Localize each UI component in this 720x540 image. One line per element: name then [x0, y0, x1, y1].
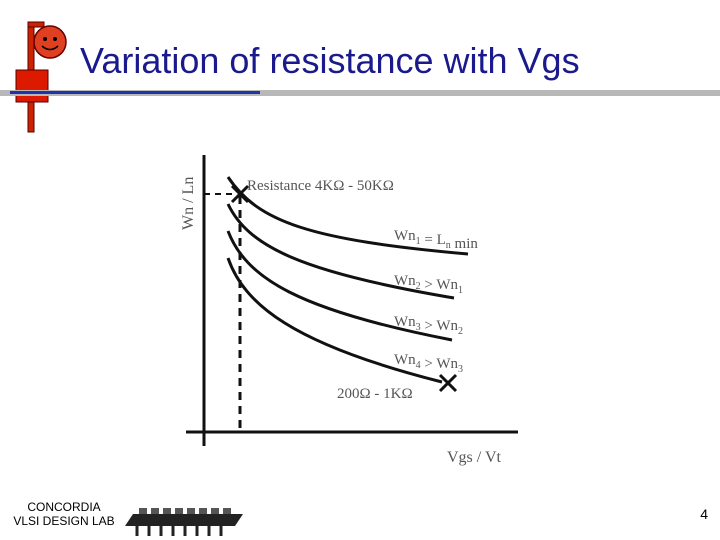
x-axis-label: Vgs / Vt: [447, 449, 501, 466]
annotation-bottom: 200Ω - 1KΩ: [337, 386, 413, 402]
annotation-top: Resistance 4KΩ - 50KΩ: [247, 178, 394, 194]
title-divider-accent: [10, 91, 260, 94]
series-label: Wn1 = Ln min: [394, 228, 478, 252]
slide-title: Variation of resistance with Vgs: [80, 40, 580, 81]
y-axis-label: Wn / Ln: [180, 177, 197, 230]
title-divider: [0, 90, 720, 96]
curve-wn4: [226, 257, 443, 384]
bottom-marker: [438, 373, 458, 393]
series-label: Wn2 > Wn1: [394, 273, 463, 296]
lab-name: CONCORDIA VLSI DESIGN LAB: [0, 500, 128, 528]
chip-icon: [125, 508, 243, 536]
page-number: 4: [700, 506, 708, 522]
series-label: Wn4 > Wn3: [394, 352, 463, 375]
top-marker: [230, 184, 250, 204]
curve-wn2: [226, 203, 455, 300]
lab-name-line-1: CONCORDIA: [27, 500, 101, 514]
series-label: Wn3 > Wn2: [394, 314, 463, 337]
logo-icon: [15, 21, 67, 133]
curve-wn3: [226, 230, 453, 342]
lab-name-line-2: VLSI DESIGN LAB: [13, 514, 115, 528]
